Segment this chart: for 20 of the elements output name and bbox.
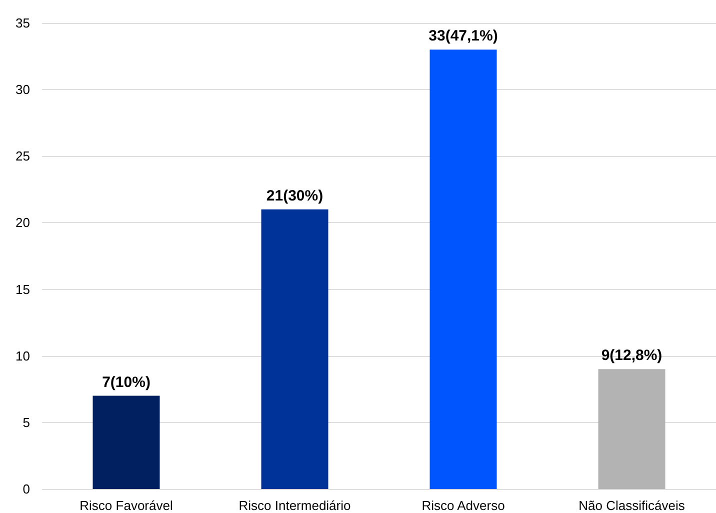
y-tick-label: 25: [16, 148, 30, 164]
data-label: 9(12,8%): [601, 347, 662, 364]
x-tick-label: Risco Favorável: [80, 498, 173, 513]
y-tick-label: 15: [16, 282, 30, 297]
bar: [430, 50, 497, 489]
y-tick-label: 0: [22, 482, 30, 496]
y-tick-label: 30: [16, 82, 30, 98]
bar: [92, 396, 160, 489]
data-label: 21(30%): [266, 187, 324, 204]
y-tick-label: 10: [16, 348, 30, 364]
bar: [261, 209, 328, 489]
y-tick-label: 35: [16, 16, 30, 30]
bar: [598, 369, 666, 489]
data-label: 33(47,1%): [428, 28, 498, 45]
x-tick-label: Risco Adverso: [422, 498, 505, 513]
x-tick-label: Risco Intermediário: [238, 498, 351, 513]
y-tick-label: 20: [16, 215, 30, 230]
data-label: 7(10%): [102, 374, 150, 391]
y-tick-label: 5: [22, 414, 30, 430]
x-tick-label: Não Classificáveis: [578, 498, 686, 513]
